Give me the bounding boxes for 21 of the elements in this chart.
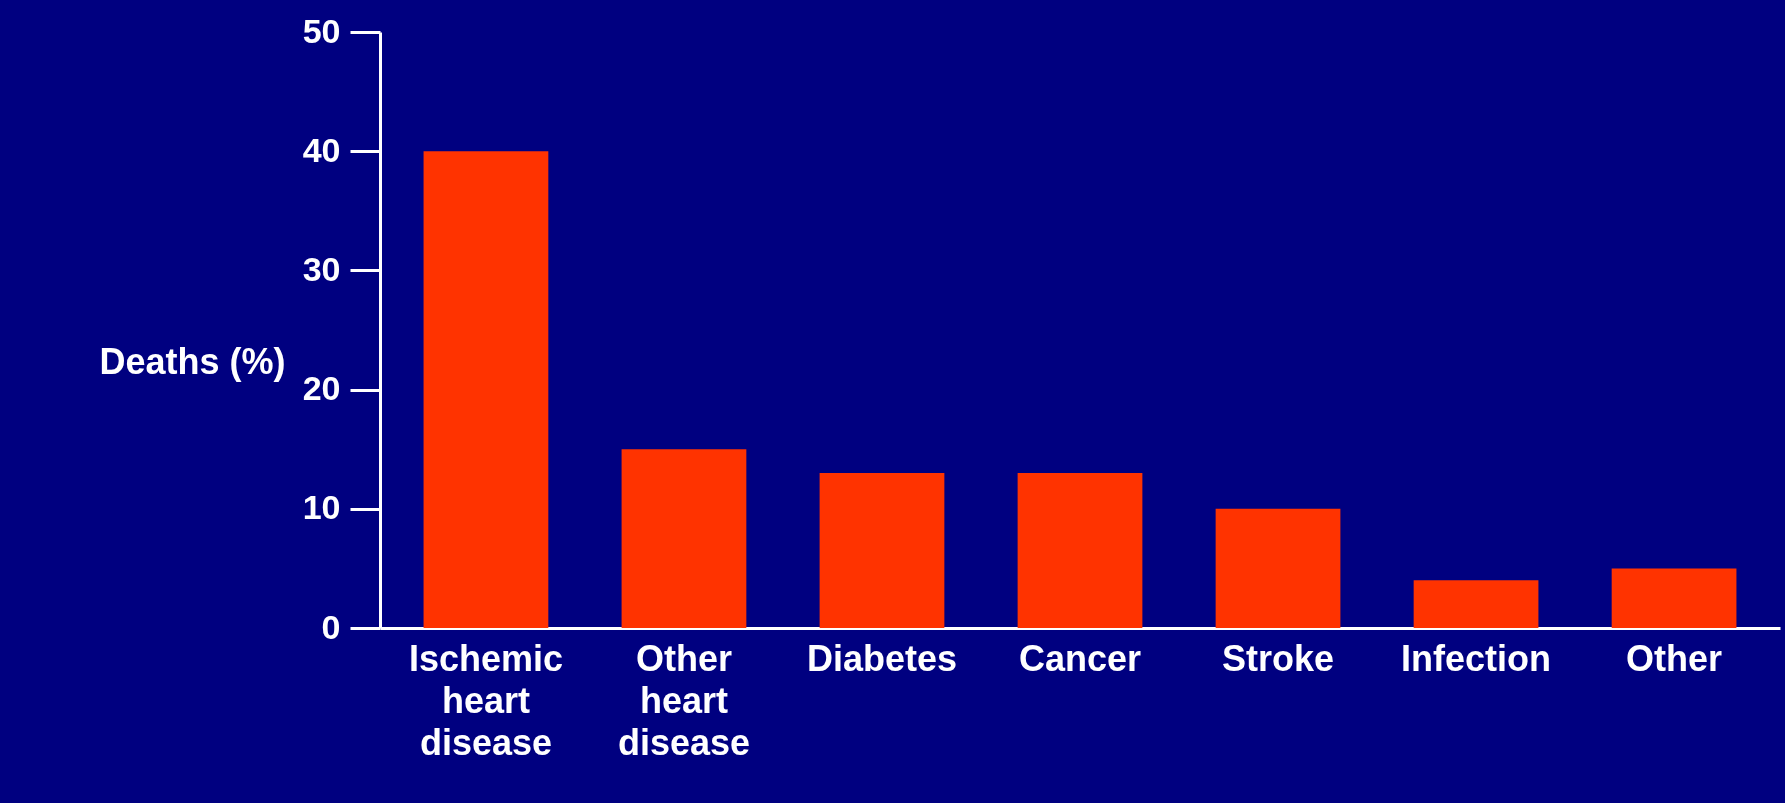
x-tick-label: Infection [1401, 637, 1552, 679]
x-tick-label: Other [1626, 637, 1723, 679]
x-tick-label: Stroke [1222, 637, 1335, 679]
bar [819, 473, 945, 628]
y-tick-label: 30 [302, 249, 341, 288]
bar [1215, 508, 1341, 628]
bar [423, 151, 549, 628]
y-tick-label: 50 [302, 11, 341, 50]
x-tick-label: Other heart disease [617, 637, 751, 763]
x-tick-label: Cancer [1018, 637, 1142, 679]
y-tick-label: 40 [302, 130, 341, 169]
y-axis-title: Deaths (%) [99, 340, 286, 382]
bar [1413, 580, 1539, 628]
bar [621, 449, 747, 628]
x-tick-label: Ischemic heart disease [408, 637, 563, 763]
bar [1017, 473, 1143, 628]
bar [1611, 568, 1737, 628]
y-tick-label: 10 [302, 488, 341, 527]
y-tick-label: 20 [302, 369, 341, 408]
y-tick-label: 0 [321, 607, 341, 646]
x-tick-label: Diabetes [806, 637, 958, 679]
